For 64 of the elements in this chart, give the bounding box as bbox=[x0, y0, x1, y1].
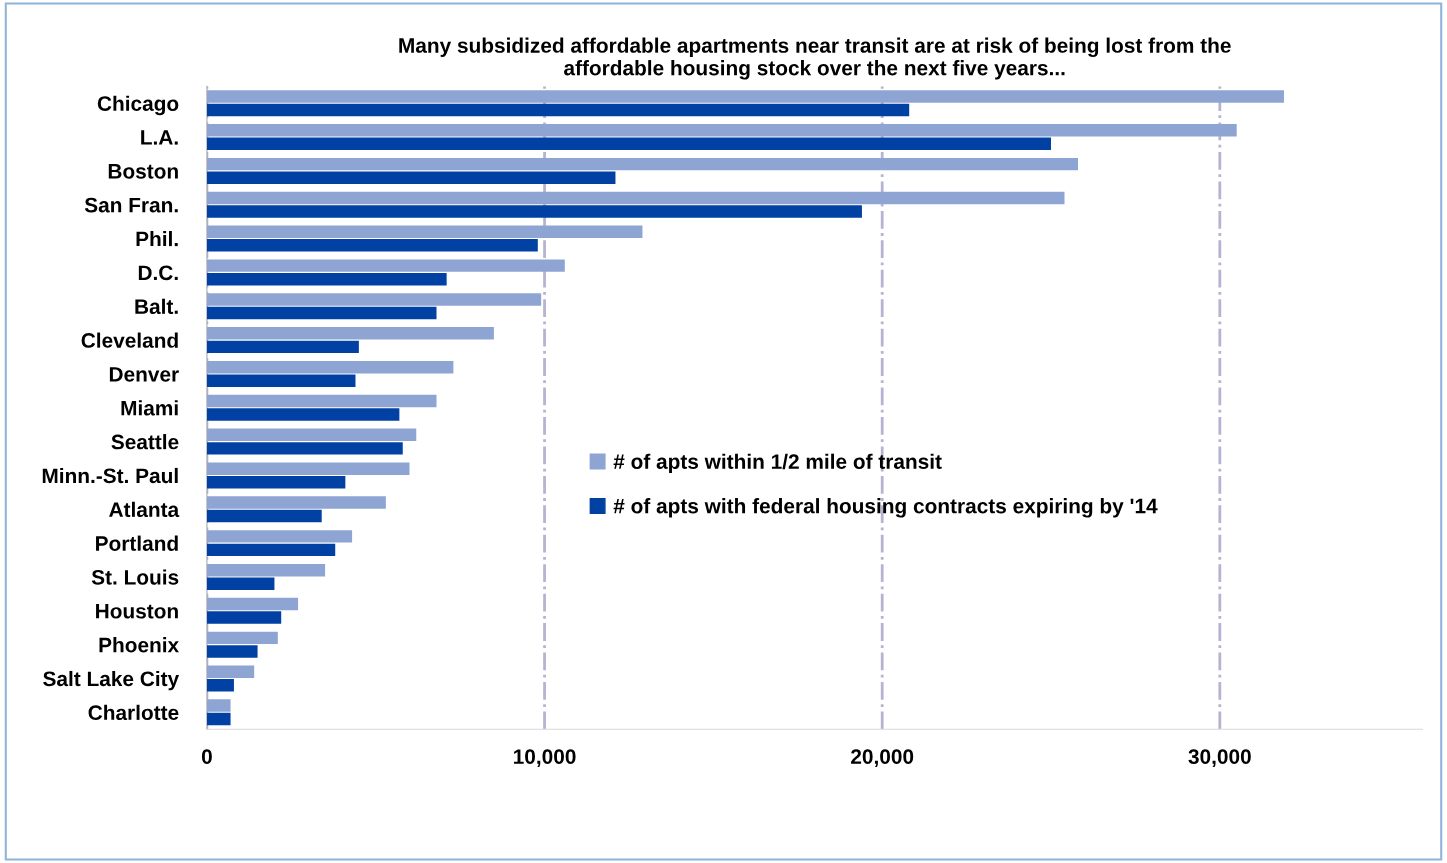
legend-label: # of apts within 1/2 mile of transit bbox=[613, 453, 942, 474]
bar bbox=[206, 306, 437, 320]
bar bbox=[206, 530, 353, 543]
y-tick-label: Salt Lake City bbox=[43, 670, 180, 691]
chart-title: Many subsidized affordable apartments near transit are at risk of being lost from the affordable housing stock over the next five years... bbox=[399, 37, 1231, 80]
x-tick-label: 30,000 bbox=[1188, 749, 1251, 767]
bar bbox=[206, 645, 258, 658]
y-tick-label: Portland bbox=[96, 535, 178, 551]
bar bbox=[206, 124, 1237, 137]
y-tick-label: Charlotte bbox=[88, 704, 179, 721]
bar bbox=[206, 597, 299, 611]
y-tick-label: Phoenix bbox=[99, 637, 179, 653]
y-tick-label: Boston bbox=[108, 164, 178, 179]
y-tick-label: Seattle bbox=[111, 434, 179, 450]
bar bbox=[206, 699, 231, 712]
bar bbox=[206, 577, 275, 590]
bar bbox=[206, 90, 1284, 103]
bar bbox=[206, 340, 359, 354]
x-tick-label: 0 bbox=[201, 749, 212, 764]
bar bbox=[206, 360, 454, 374]
y-tick-label: St. Louis bbox=[91, 569, 179, 585]
bar bbox=[206, 712, 231, 726]
bar bbox=[206, 679, 234, 692]
bar bbox=[206, 462, 410, 475]
y-tick-label: Balt. bbox=[135, 298, 178, 315]
bar bbox=[206, 475, 346, 489]
bar bbox=[206, 327, 494, 340]
y-tick-label: Denver bbox=[109, 367, 179, 382]
bar bbox=[206, 191, 1065, 205]
bar bbox=[206, 157, 1079, 171]
bar bbox=[206, 137, 1051, 151]
bar bbox=[206, 394, 437, 408]
bar bbox=[206, 442, 403, 455]
bar bbox=[206, 259, 565, 272]
bar bbox=[206, 205, 862, 218]
bar bbox=[206, 272, 447, 286]
bar bbox=[206, 171, 616, 184]
bar bbox=[206, 611, 282, 624]
legend-label: # of apts with federal housing contracts expiring by '14 bbox=[613, 498, 1158, 518]
bar bbox=[206, 631, 278, 645]
bar bbox=[206, 509, 322, 523]
y-tick-label: Minn.-St. Paul bbox=[42, 467, 178, 484]
y-tick-label: San Fran. bbox=[84, 197, 178, 213]
y-tick-label: Houston bbox=[96, 604, 178, 619]
y-tick-label: Miami bbox=[121, 400, 178, 416]
bar bbox=[206, 563, 326, 577]
bar bbox=[206, 428, 417, 442]
bar bbox=[206, 543, 336, 557]
x-tick-label: 10,000 bbox=[514, 749, 576, 767]
x-tick-label: 20,000 bbox=[851, 749, 914, 767]
y-tick-label: Cleveland bbox=[81, 332, 178, 348]
bar bbox=[206, 103, 910, 117]
y-tick-label: D.C. bbox=[138, 265, 178, 281]
bar bbox=[206, 239, 538, 252]
y-tick-label: L.A. bbox=[141, 130, 178, 145]
bar bbox=[206, 496, 386, 509]
bar bbox=[206, 408, 400, 421]
bar bbox=[206, 293, 542, 306]
bar bbox=[206, 665, 255, 678]
bar bbox=[206, 225, 643, 239]
bar bbox=[206, 374, 356, 387]
y-tick-label: Atlanta bbox=[109, 501, 180, 518]
y-tick-label: Chicago bbox=[97, 95, 179, 116]
y-tick-label: Phil. bbox=[136, 231, 178, 247]
